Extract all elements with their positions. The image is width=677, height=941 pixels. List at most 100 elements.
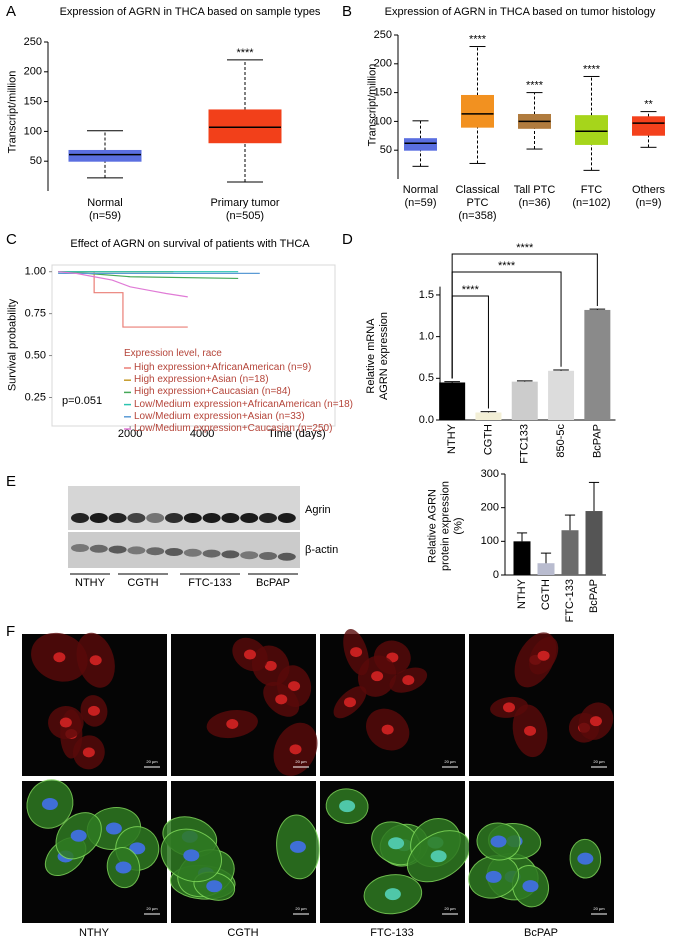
nucleus (59, 717, 72, 728)
significance: ** (644, 99, 653, 111)
x-axis-label: Time (days) (268, 428, 326, 440)
blot-band (71, 513, 89, 523)
y-tick-label: 1.00 (25, 266, 46, 278)
y-axis-label: Survival probability (6, 298, 19, 392)
x-tick-label: NTHY (516, 578, 528, 609)
blot-band (259, 552, 277, 560)
cell-line-label: FTC-133 (370, 927, 413, 939)
significance: **** (516, 242, 534, 254)
blot-agrin (68, 486, 300, 530)
y-axis-label: Relative AGRN protein expression (%) (426, 481, 465, 571)
category-label-group: Primary tumor (n=505) (175, 197, 315, 223)
significance: **** (583, 63, 601, 75)
blot-band (221, 513, 240, 523)
x-tick-label: Normal (402, 184, 439, 196)
nucleus (243, 649, 256, 660)
y-tick-label: 100 (481, 535, 499, 547)
y-axis-label: Transcript/million (366, 63, 379, 147)
nucleus (226, 719, 239, 730)
x-tick-label: NTHY (446, 423, 458, 454)
blot-band (71, 544, 89, 552)
nucleus (264, 660, 277, 671)
y-tick-label: 0 (493, 569, 499, 581)
sample-count: (n=102) (572, 197, 611, 209)
sample-count: (n=358) (458, 210, 497, 222)
y-tick-label: 150 (374, 87, 392, 99)
nucleus (289, 840, 306, 853)
y-tick-label: 200 (481, 502, 499, 514)
blot-band (202, 513, 221, 523)
x-tick-label: Normal (87, 197, 123, 209)
panel-label: D (342, 231, 353, 248)
nucleus (339, 800, 356, 813)
bar (585, 511, 603, 575)
y-tick-label: 0.0 (419, 414, 434, 426)
category-label-group: Classical PTC (n=358) (449, 184, 506, 223)
scale-bar-label: 20 µm (593, 906, 605, 911)
y-tick-label: 200 (24, 66, 42, 78)
nucleus (537, 650, 550, 661)
nucleus (503, 702, 516, 713)
legend-entry: Low/Medium expression+Asian (n=33) (134, 410, 305, 422)
survival-curve (58, 271, 188, 328)
band-label: Agrin (305, 504, 331, 516)
scale-bar-label: 20 µm (444, 759, 456, 764)
scale-bar-label: 20 µm (444, 906, 456, 911)
panel-label: F (6, 623, 16, 640)
bar (537, 563, 555, 575)
chart-title: Expression of AGRN in THCA based on samp… (59, 6, 321, 18)
blot-band (146, 547, 165, 556)
y-tick-label: 150 (24, 96, 42, 108)
scale-bar-label: 20 µm (146, 759, 158, 764)
scale-bar-label: 20 µm (295, 759, 307, 764)
bar (439, 382, 466, 420)
lane-group-label: BcPAP (256, 577, 290, 589)
y-tick-label: 100 (374, 115, 392, 127)
blot-band (89, 513, 108, 523)
nucleus (371, 671, 384, 682)
x-tick-label: CGTH (540, 579, 552, 610)
nucleus (381, 724, 394, 735)
blot-band (146, 513, 165, 523)
blot-band (165, 513, 183, 523)
nucleus (288, 681, 301, 692)
nucleus (87, 705, 100, 716)
cell-line-label: CGTH (227, 927, 258, 939)
x-tick-label: FTC-133 (564, 579, 576, 622)
bar (561, 530, 579, 575)
lane-group-label: NTHY (75, 577, 106, 589)
category-label-group: Others (n=9) (620, 184, 677, 210)
survival-curve (58, 271, 188, 298)
y-tick-label: 300 (481, 468, 499, 480)
y-tick-label: 1.0 (419, 331, 434, 343)
blot-band (127, 546, 146, 555)
nucleus (343, 697, 356, 708)
y-axis-label: Relative mRNA AGRN expression (365, 311, 390, 401)
x-tick-label: FTC133 (519, 424, 531, 464)
nucleus (82, 747, 95, 758)
y-tick-label: 0.25 (25, 391, 46, 403)
y-tick-label: 0.5 (419, 372, 434, 384)
x-tick-label: Primary tumor (210, 197, 280, 209)
y-tick-label: 0.50 (25, 349, 46, 361)
box (575, 115, 608, 145)
x-tick-label: 2000 (118, 428, 142, 440)
panel-label: C (6, 231, 17, 248)
x-tick-label: FTC (580, 184, 603, 196)
plot-frame (51, 264, 336, 427)
blot-band (240, 513, 259, 523)
blot-band (108, 545, 127, 554)
sample-count: (n=59) (88, 210, 122, 222)
significance: **** (236, 47, 254, 59)
y-tick-label: 50 (380, 144, 392, 156)
y-tick-label: 1.5 (419, 289, 434, 301)
nucleus (430, 850, 447, 863)
legend-entry: High expression+Asian (n=18) (134, 374, 269, 386)
nucleus (577, 852, 594, 865)
significance: **** (469, 33, 487, 45)
scale-bar-label: 20 µm (146, 906, 158, 911)
nucleus (350, 647, 363, 658)
nucleus (89, 655, 102, 666)
panel-label: A (6, 3, 17, 20)
